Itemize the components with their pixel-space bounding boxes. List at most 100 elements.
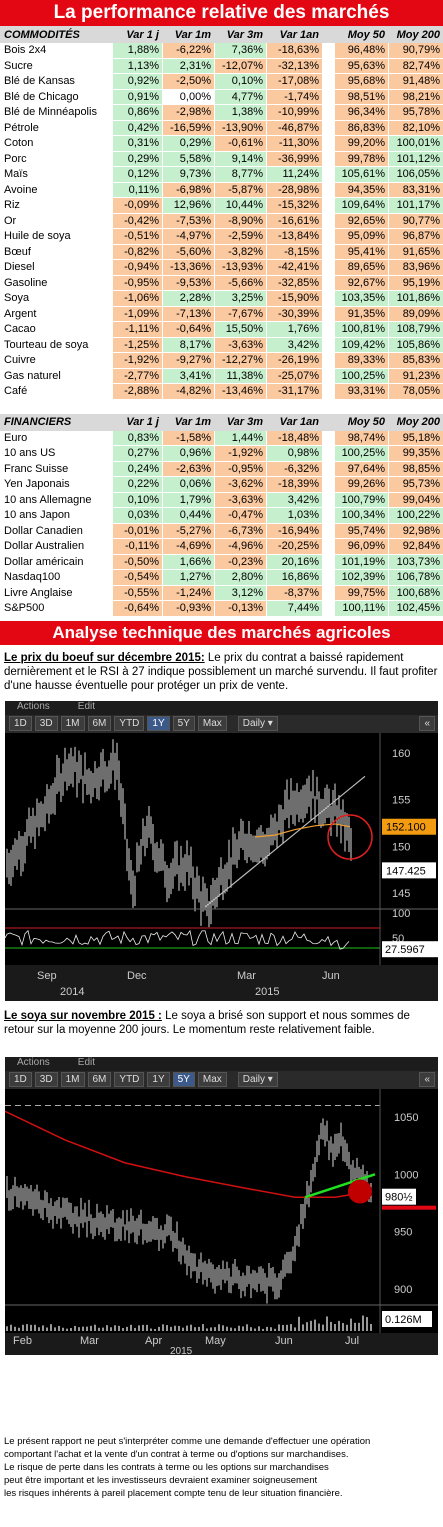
table-cell: 100,25%	[334, 367, 389, 384]
table-cell: -13,84%	[266, 228, 323, 245]
table-cell: 100,79%	[334, 491, 389, 508]
commodities-col-5: Moy 50	[334, 26, 389, 43]
table-cell: 91,48%	[388, 73, 443, 90]
edit-menu[interactable]: Edit	[77, 1056, 96, 1068]
row-label: Soya	[0, 290, 113, 307]
row-label: Pétrole	[0, 119, 113, 136]
table-cell: -16,94%	[266, 522, 323, 539]
table-cell: -31,17%	[266, 383, 323, 400]
table-cell: -1,06%	[112, 290, 163, 307]
actions-menu[interactable]: Actions	[17, 700, 50, 712]
table-cell: 90,77%	[388, 212, 443, 229]
row-label: Blé de Kansas	[0, 73, 113, 90]
table-cell: 94,35%	[334, 181, 389, 198]
table-cell: -15,90%	[266, 290, 323, 307]
range-tab-6m[interactable]: 6M	[87, 1072, 112, 1087]
collapse-icon[interactable]: «	[419, 716, 435, 731]
commodities-col-4: Var 1an	[266, 26, 323, 43]
row-label: Porc	[0, 150, 113, 167]
table-row: Bois 2x4 1,88% -6,22% 7,36% -18,63% 96,48% 90,…	[0, 42, 443, 59]
range-tab-1d[interactable]: 1D	[9, 1072, 32, 1087]
table-cell: -5,66%	[214, 274, 267, 291]
table-cell: -1,24%	[162, 584, 215, 601]
table-cell: -3,82%	[214, 243, 267, 260]
range-tab-ytd[interactable]: YTD	[114, 1072, 145, 1087]
range-tab-max[interactable]: Max	[197, 1072, 227, 1087]
x-tick: Mar	[237, 970, 256, 982]
edit-menu[interactable]: Edit	[77, 700, 96, 712]
table-cell: -7,67%	[214, 305, 267, 322]
table-cell: -42,41%	[266, 259, 323, 276]
boeuf-chart: Actions Edit 1D 3D 1M 6M YTD 1Y 5Y Max Daily ▾ « 1…	[5, 700, 438, 1001]
price-tick: 155	[392, 794, 410, 806]
table-cell: -0,42%	[112, 212, 163, 229]
row-label: 10 ans Allemagne	[0, 491, 113, 508]
commodities-header: COMMODITÉS Var 1 j Var 1m Var 3m Var 1an Moy …	[0, 26, 443, 43]
table-row: Bœuf -0,82% -5,60% -3,82% -8,15% 95,41% 91,65%	[0, 243, 443, 260]
table-cell: -4,82%	[162, 383, 215, 400]
table-cell: 100,25%	[334, 445, 389, 462]
table-cell: 91,35%	[334, 305, 389, 322]
table-row: Avoine 0,11% -6,98% -5,87% -28,98% 94,35% 83,3…	[0, 181, 443, 198]
commodities-table: COMMODITÉS Var 1 j Var 1m Var 3m Var 1an Moy …	[0, 26, 443, 400]
table-cell: 99,04%	[388, 491, 443, 508]
last-price-label: 152.100	[386, 821, 426, 833]
table-row: Café -2,88% -4,82% -13,46% -31,17% 93,31% 78,0…	[0, 383, 443, 400]
range-tab-1m[interactable]: 1M	[60, 1072, 85, 1087]
table-cell: 1,66%	[162, 553, 215, 570]
price-tick: 900	[394, 1284, 412, 1296]
table-cell: -1,25%	[112, 336, 163, 353]
price-tick: 1050	[394, 1112, 418, 1124]
table-cell: 12,96%	[162, 197, 215, 214]
table-cell: -0,93%	[162, 600, 215, 617]
range-tab-1m[interactable]: 1M	[60, 716, 85, 731]
range-tab-6m[interactable]: 6M	[87, 716, 112, 731]
year-label: 2014	[60, 986, 84, 998]
range-tab-ytd[interactable]: YTD	[114, 716, 145, 731]
table-cell: 102,39%	[334, 569, 389, 586]
table-cell: 92,67%	[334, 274, 389, 291]
year-label: 2015	[255, 986, 279, 998]
table-cell: 100,68%	[388, 584, 443, 601]
range-tab-5y[interactable]: 5Y	[172, 716, 195, 731]
table-row: Tourteau de soya -1,25% 8,17% -3,63% 3,42% 10…	[0, 336, 443, 353]
table-cell: -18,63%	[266, 42, 323, 59]
range-tab-5y[interactable]: 5Y	[172, 1072, 195, 1087]
table-cell: -12,07%	[214, 57, 267, 74]
x-tick: Jul	[345, 1335, 359, 1347]
range-tab-3d[interactable]: 3D	[34, 1072, 58, 1087]
range-tab-1y[interactable]: 1Y	[147, 1072, 170, 1087]
table-cell: 85,83%	[388, 352, 443, 369]
last-price-marker	[382, 1205, 436, 1210]
table-cell: -1,92%	[112, 352, 163, 369]
frequency-select[interactable]: Daily ▾	[237, 1072, 278, 1087]
table-cell: -0,82%	[112, 243, 163, 260]
row-label: Maïs	[0, 166, 113, 183]
range-tab-max[interactable]: Max	[197, 716, 227, 731]
table-row: Cuivre -1,92% -9,27% -12,27% -26,19% 89,33% 85…	[0, 352, 443, 369]
commodities-col-0: COMMODITÉS	[0, 26, 113, 43]
row-label: Or	[0, 212, 113, 229]
table-cell: 9,14%	[214, 150, 267, 167]
table-cell: 0,10%	[214, 73, 267, 90]
row-label: Avoine	[0, 181, 113, 198]
table-cell: -0,51%	[112, 228, 163, 245]
table-cell: 10,44%	[214, 197, 267, 214]
row-label: Franc Suisse	[0, 460, 113, 477]
table-cell: 101,86%	[388, 290, 443, 307]
table-cell: 96,09%	[334, 538, 389, 555]
table-cell: 105,61%	[334, 166, 389, 183]
table-cell: -0,64%	[112, 600, 163, 617]
range-tab-1d[interactable]: 1D	[9, 716, 32, 731]
table-cell: -6,73%	[214, 522, 267, 539]
frequency-select[interactable]: Daily ▾	[237, 716, 278, 731]
collapse-icon[interactable]: «	[419, 1072, 435, 1087]
table-row: Riz -0,09% 12,96% 10,44% -15,32% 109,64% 101,1…	[0, 197, 443, 214]
table-cell: -13,93%	[214, 259, 267, 276]
table-row: Gas naturel -2,77% 3,41% 11,38% -25,07% 100,2…	[0, 367, 443, 384]
range-tab-1y[interactable]: 1Y	[147, 716, 170, 731]
table-row: Franc Suisse 0,24% -2,63% -0,95% -6,32% 97,64…	[0, 460, 443, 477]
actions-menu[interactable]: Actions	[17, 1056, 50, 1068]
table-row: 10 ans US 0,27% 0,96% -1,92% 0,98% 100,25% 99,…	[0, 445, 443, 462]
range-tab-3d[interactable]: 3D	[34, 716, 58, 731]
